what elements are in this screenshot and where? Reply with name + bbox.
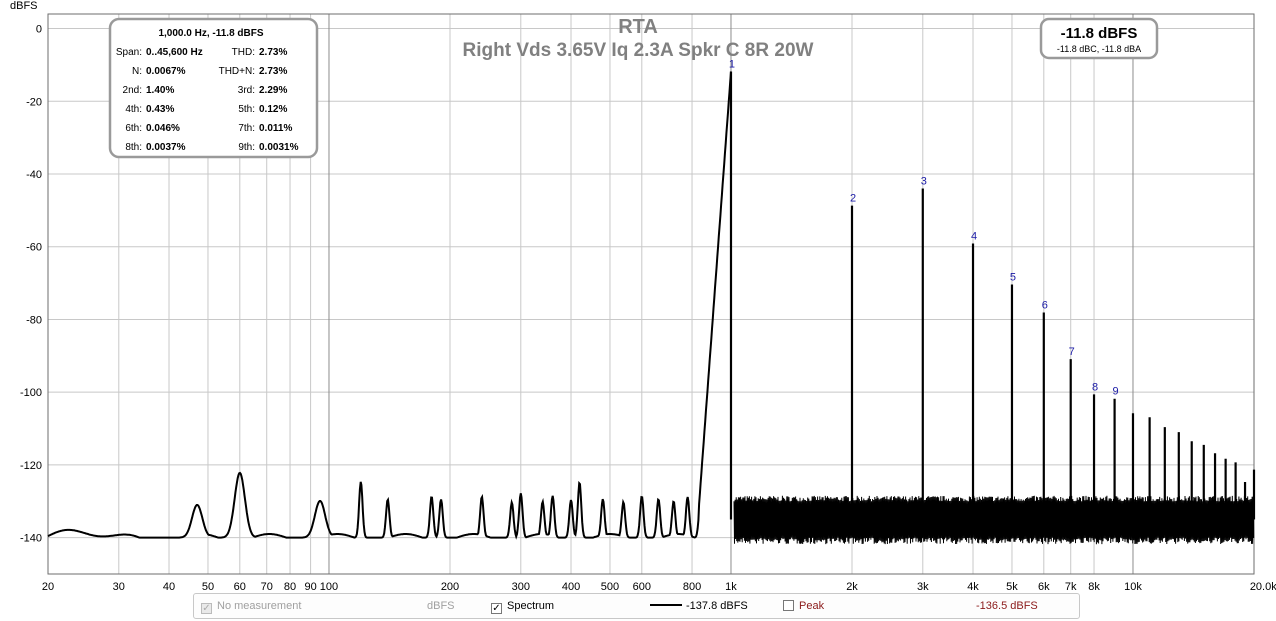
readout-key: 3rd: [238,85,255,96]
x-tick-label: 8k [1088,581,1100,593]
readout-value: 2.73% [259,47,287,58]
x-tick-label: 2k [846,581,858,593]
harmonic-label: 8 [1092,381,1098,393]
level-sub: -11.8 dBC, -11.8 dBA [1057,44,1141,54]
x-tick-label: 1k [725,581,737,593]
readout-key: 7th: [238,123,255,134]
x-tick-label: 10k [1124,581,1142,593]
spectrum-trace [47,71,1256,545]
harmonic-label: 2 [850,193,856,205]
harmonic-label: 7 [1069,346,1075,358]
harmonic-label: 5 [1010,272,1016,284]
no-measurement-toggle[interactable]: ✓ No measurement [201,600,301,614]
readout-value: 0.046% [146,123,180,134]
readout-key: 9th: [238,142,255,153]
readout-key: THD+N: [219,66,255,77]
spectrum-value: -137.8 dBFS [686,600,748,612]
x-tick-label: 800 [683,581,701,593]
readout-value: 0.0031% [259,142,299,153]
readout-value: 0.0037% [146,142,186,153]
x-tick-label: 40 [163,581,175,593]
x-tick-label: 90 [304,581,316,593]
readout-value: 2.73% [259,66,287,77]
chart-subtitle: Right Vds 3.65V Iq 2.3A Spkr C 8R 20W [463,40,814,61]
spectrum-label: Spectrum [507,600,555,612]
peak-value: -136.5 dBFS [976,600,1038,612]
x-tick-label: 6k [1038,581,1050,593]
x-tick-label: 200 [441,581,459,593]
no-measurement-label: No measurement [217,600,302,612]
x-tick-label: 20 [42,581,54,593]
x-tick-label: 3k [917,581,929,593]
y-tick-label: 0 [36,24,42,36]
y-tick-label: -140 [20,533,42,545]
chart-title: RTA [618,16,658,38]
readout-key: THD: [232,47,255,58]
x-tick-label: 500 [601,581,619,593]
x-tick-label: 600 [633,581,651,593]
readout-key: N: [132,66,142,77]
x-tick-label: 4k [967,581,979,593]
x-tick-label: 400 [562,581,580,593]
peak-toggle[interactable]: Peak [783,600,824,612]
plot-frame [47,13,1255,575]
readout-key: 5th: [238,104,255,115]
y-tick-label: -20 [26,96,42,108]
readout-key: Span: [116,47,142,58]
x-tick-labels: 20 30 40 50 60 70 80 90 100 200 300 400 500 600 800 1k 2… [42,581,1276,593]
peak-label: Peak [799,600,825,612]
spectrum-readout: -137.8 dBFS [650,600,748,612]
readout-key: 4th: [125,104,142,115]
y-tick-label: -40 [26,169,42,181]
harmonic-labels: 1 2 3 4 5 6 7 8 9 [729,58,1119,397]
y-tick-label: -120 [20,460,42,472]
readout-key: 2nd: [123,85,142,96]
no-measurement-checkbox[interactable]: ✓ [201,603,212,614]
y-tick-label: -60 [26,242,42,254]
y-axis-label: dBFS [10,0,38,12]
harmonic-label: 3 [921,176,927,188]
readout-value: 1.40% [146,85,174,96]
x-tick-label: 7k [1065,581,1077,593]
spectrum-toggle[interactable]: ✓ Spectrum [491,600,554,614]
harmonic-label: 9 [1113,386,1119,398]
x-tick-label: 300 [512,581,530,593]
level-main: -11.8 dBFS [1061,25,1138,42]
legend-bar: ✓ No measurement dBFS ✓ Spectrum -137.8 dB… [193,593,1080,619]
readout-value: 0.12% [259,104,287,115]
harmonic-label: 6 [1042,300,1048,312]
readout-rows: Span: 0..45,600 Hz THD: 2.73% N: 0.0067% THD+N… [116,47,299,153]
readout-key: 6th: [125,123,142,134]
x-tick-label: 5k [1006,581,1018,593]
peak-checkbox[interactable] [783,600,794,611]
y-tick-labels: 0 -20 -40 -60 -80 -100 -120 -140 [20,24,42,545]
x-tick-label: 30 [113,581,125,593]
x-tick-label: 60 [234,581,246,593]
x-tick-label: 70 [261,581,273,593]
spectrum-line-swatch [650,604,682,606]
spectrum-low-band [47,71,732,540]
harmonic-label: 1 [729,58,735,70]
harmonic-label: 4 [971,230,977,242]
x-tick-label: 50 [202,581,214,593]
x-tick-label: 20.0kHz [1250,581,1276,593]
readout-value: 0.0067% [146,66,186,77]
x-tick-label: 100 [320,581,338,593]
spectrum-noise-band [733,495,1255,545]
readout-value: 0.011% [259,123,292,134]
level-readout-box: -11.8 dBFS -11.8 dBC, -11.8 dBA [1039,17,1159,60]
y-tick-label: -80 [26,314,42,326]
readout-key: 8th: [125,142,142,153]
readout-value: 0.43% [146,104,174,115]
readout-value: 0..45,600 Hz [146,47,203,58]
y-tick-label: -100 [20,387,42,399]
no-measurement-unit: dBFS [427,600,455,612]
readout-header: 1,000.0 Hz, -11.8 dBFS [158,28,263,39]
x-tick-label: 80 [284,581,296,593]
thd-readout-panel: 1,000.0 Hz, -11.8 dBFS Span: 0..45,600 Hz… [108,17,319,159]
spectrum-checkbox[interactable]: ✓ [491,603,502,614]
readout-value: 2.29% [259,85,287,96]
